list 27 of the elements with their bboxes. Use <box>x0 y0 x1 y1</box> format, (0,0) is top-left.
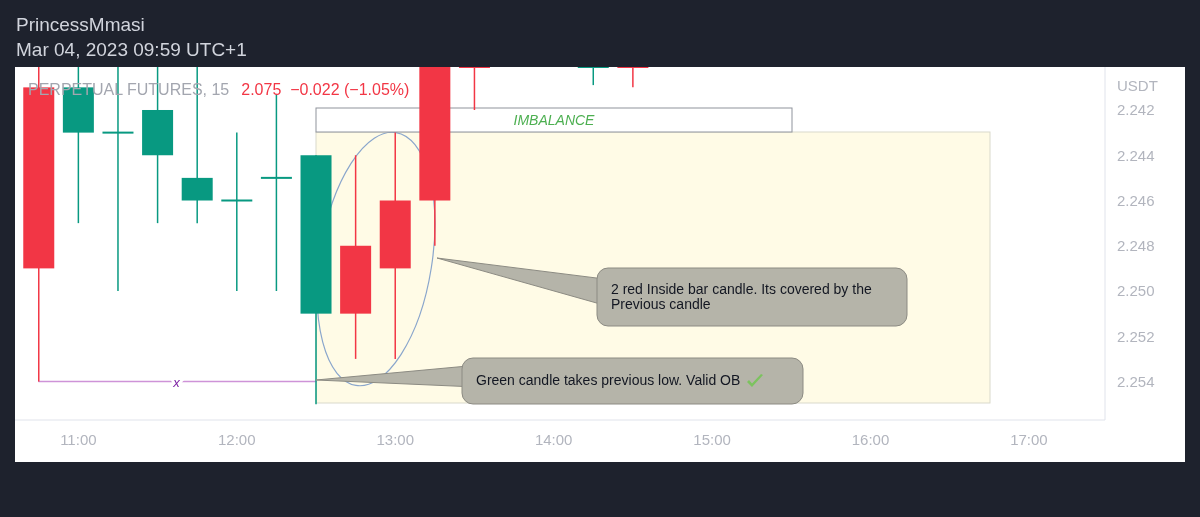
y-tick-label: 2.254 <box>1117 372 1155 390</box>
chart-subtitle: Mar 04, 2023 09:59 UTC+1 <box>16 39 247 61</box>
candlestick <box>458 67 490 111</box>
candlestick <box>617 67 649 89</box>
annotation: 2.075 −0.022 (−1.05%) <box>241 81 410 99</box>
y-tick-label: 2.252 <box>1117 327 1155 345</box>
x-tick-label: 12:00 <box>218 430 256 448</box>
x-tick-label: 16:00 <box>851 430 890 448</box>
y-tick-label: 2.244 <box>1117 146 1155 164</box>
candlestick <box>260 93 292 292</box>
y-tick-label: 2.250 <box>1117 282 1155 300</box>
y-axis-title: USDT <box>1117 77 1158 94</box>
candlestick <box>577 67 609 86</box>
annotation: 2 red Inside bar candle. Its covered by the Previous candle <box>611 281 873 312</box>
candlestick <box>221 131 253 292</box>
y-tick-label: 2.246 <box>1117 191 1155 209</box>
x-tick-label: 13:00 <box>376 430 415 448</box>
x-tick-label: 14:00 <box>534 430 573 448</box>
x-tick-label: 17:00 <box>1010 430 1048 448</box>
chart-title: PrincessMmasi <box>16 14 145 36</box>
annotation: Green candle takes previous low. Valid OB <box>476 371 742 390</box>
x-tick-label: 11:00 <box>60 430 97 448</box>
annotation: x <box>172 374 181 390</box>
x-tick-label: 15:00 <box>693 430 731 448</box>
y-tick-label: 2.242 <box>1117 101 1155 119</box>
annotation: IMBALANCE <box>513 112 596 128</box>
y-tick-label: 2.248 <box>1117 237 1155 255</box>
